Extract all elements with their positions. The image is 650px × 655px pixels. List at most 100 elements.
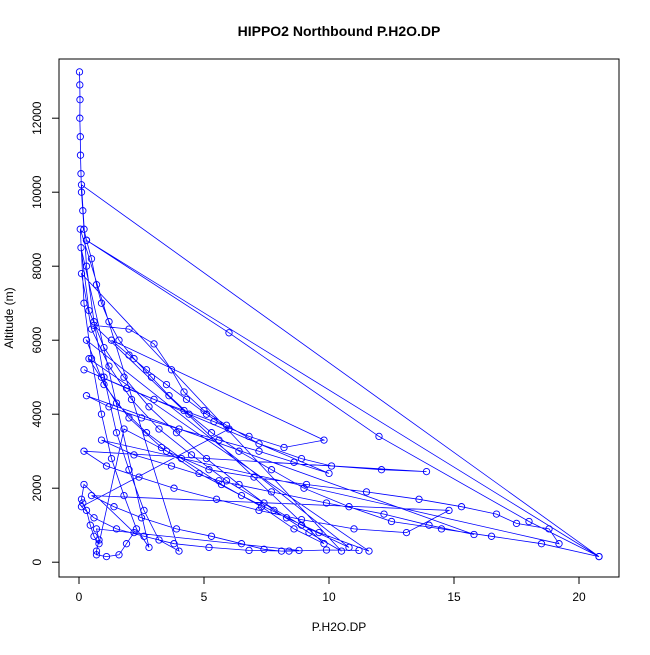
y-tick-label: 12000 xyxy=(30,101,44,135)
data-point xyxy=(80,447,88,455)
data-point xyxy=(300,484,308,492)
data-point xyxy=(76,81,84,89)
plot-frame xyxy=(58,58,620,578)
data-point xyxy=(97,410,106,418)
data-point xyxy=(187,451,196,459)
data-point xyxy=(76,114,84,122)
data-point xyxy=(422,467,431,476)
data-point xyxy=(115,551,123,559)
data-point xyxy=(125,466,133,474)
data-point xyxy=(297,454,306,463)
data-point xyxy=(175,547,183,555)
series-points xyxy=(75,68,603,561)
data-point xyxy=(100,380,108,389)
data-point xyxy=(217,480,226,489)
data-point xyxy=(97,299,106,307)
data-point xyxy=(302,480,311,489)
data-point xyxy=(80,480,88,489)
data-point xyxy=(112,525,121,533)
data-point xyxy=(167,462,176,470)
y-tick-label: 6000 xyxy=(30,327,44,354)
data-point xyxy=(90,318,98,326)
data-point xyxy=(202,454,211,463)
data-point xyxy=(92,547,101,555)
data-point xyxy=(107,336,116,344)
data-point xyxy=(180,406,188,415)
data-point xyxy=(82,262,91,270)
x-axis: 0 5 10 15 20 xyxy=(76,576,586,604)
x-tick-label: 5 xyxy=(201,590,208,604)
data-point xyxy=(492,510,501,518)
data-point xyxy=(257,503,266,511)
y-tick-label: 10000 xyxy=(30,175,44,209)
data-point xyxy=(282,514,291,522)
data-point xyxy=(202,410,211,418)
data-point xyxy=(162,447,171,455)
data-point xyxy=(337,547,346,555)
data-point xyxy=(100,343,108,352)
data-point xyxy=(122,384,131,392)
data-point xyxy=(76,225,84,233)
data-point xyxy=(595,552,603,561)
data-point xyxy=(112,429,121,437)
data-point xyxy=(135,473,143,481)
data-point xyxy=(277,547,286,555)
data-point xyxy=(255,506,263,515)
data-point xyxy=(200,406,208,415)
data-point xyxy=(79,207,87,215)
data-point xyxy=(235,480,243,489)
data-point xyxy=(80,299,88,307)
data-point xyxy=(125,414,133,422)
data-point xyxy=(237,540,246,548)
data-point xyxy=(185,410,193,418)
data-point xyxy=(320,540,328,548)
data-point xyxy=(77,181,86,189)
data-point xyxy=(137,414,146,422)
data-point xyxy=(325,469,333,478)
data-point xyxy=(222,421,231,429)
data-point xyxy=(285,547,293,555)
data-point xyxy=(512,519,521,528)
chart-title: HIPPO2 Northbound P.H2O.DP xyxy=(238,23,441,39)
y-axis-label: Altitude (m) xyxy=(2,287,16,348)
data-point xyxy=(120,491,128,500)
data-point xyxy=(545,525,553,533)
data-point xyxy=(125,325,133,333)
series-line xyxy=(79,71,600,558)
data-point xyxy=(79,499,87,507)
data-point xyxy=(380,510,388,518)
data-point xyxy=(130,355,138,363)
data-point xyxy=(180,388,188,396)
data-point xyxy=(87,255,96,263)
data-point xyxy=(75,68,84,76)
data-point xyxy=(80,225,88,233)
data-point xyxy=(115,336,123,344)
data-point xyxy=(87,355,96,363)
data-point xyxy=(207,429,216,437)
data-point xyxy=(487,532,496,540)
data-point xyxy=(250,473,258,481)
data-point xyxy=(147,373,156,381)
data-point xyxy=(355,546,363,555)
data-point xyxy=(215,477,223,485)
data-point xyxy=(387,517,396,526)
data-point xyxy=(80,366,88,374)
data-point xyxy=(205,543,213,552)
data-point xyxy=(157,443,166,452)
data-point xyxy=(457,503,466,511)
data-point xyxy=(77,170,85,178)
x-tick-label: 15 xyxy=(447,590,461,604)
data-point xyxy=(85,355,93,363)
data-point xyxy=(155,536,163,544)
data-point xyxy=(290,458,298,466)
y-tick-label: 0 xyxy=(30,559,44,566)
data-point xyxy=(170,540,178,548)
data-point xyxy=(555,540,563,548)
data-point xyxy=(87,491,96,500)
data-point xyxy=(122,540,131,548)
data-point xyxy=(425,521,433,529)
data-point xyxy=(82,392,91,400)
data-point xyxy=(377,466,386,474)
data-point xyxy=(177,454,186,463)
